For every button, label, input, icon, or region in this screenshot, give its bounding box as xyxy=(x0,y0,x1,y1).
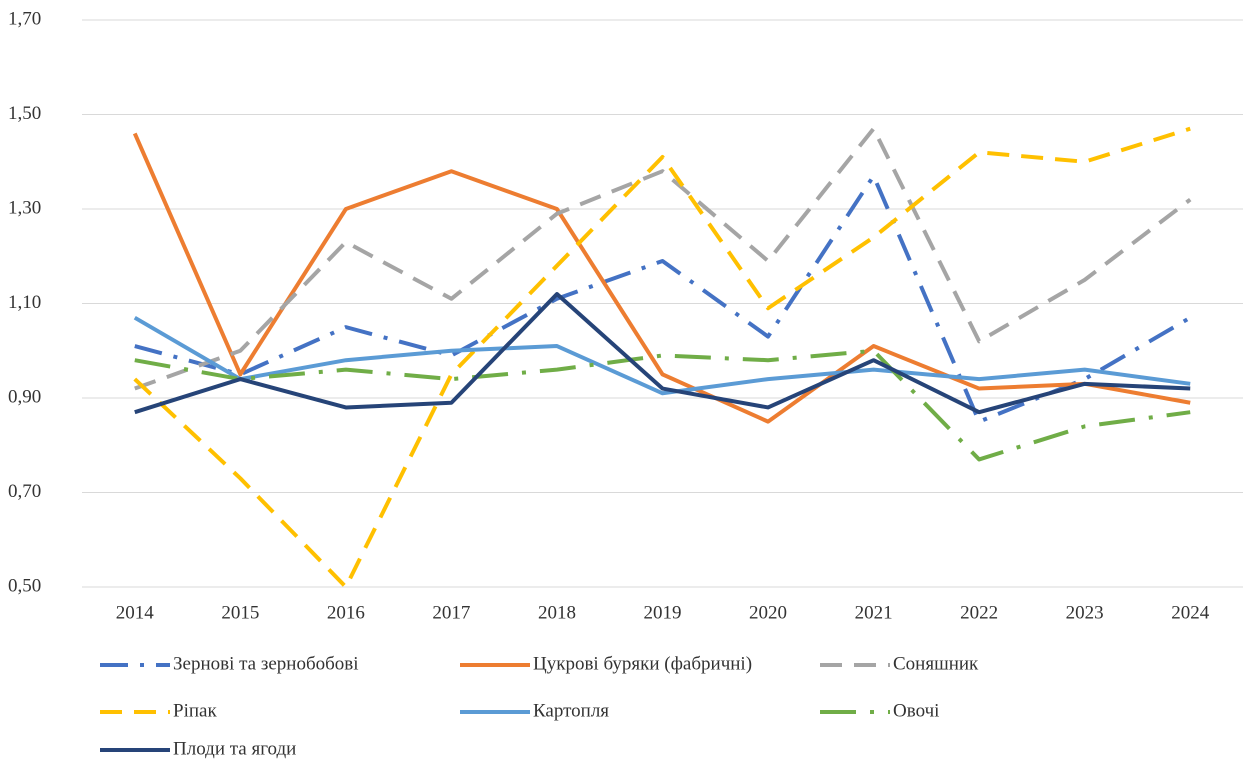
x-tick-label: 2017 xyxy=(432,602,470,623)
series-line xyxy=(133,126,1191,589)
legend-label: Цукрові буряки (фабричні) xyxy=(533,653,752,674)
y-tick-label: 0,70 xyxy=(8,481,41,502)
y-tick-label: 1,50 xyxy=(8,103,41,124)
series-line xyxy=(132,132,1191,424)
x-tick-label: 2020 xyxy=(749,602,787,623)
x-tick-label: 2024 xyxy=(1171,602,1210,623)
legend-label: Овочі xyxy=(893,700,939,721)
legend-label: Соняшник xyxy=(893,653,979,674)
x-tick-label: 2022 xyxy=(960,602,998,623)
series-line xyxy=(134,126,1192,391)
x-tick-label: 2023 xyxy=(1066,602,1104,623)
y-tick-label: 1,70 xyxy=(8,8,41,29)
y-tick-label: 0,90 xyxy=(8,386,41,407)
x-tick-label: 2014 xyxy=(116,602,155,623)
x-tick-label: 2018 xyxy=(538,602,576,623)
series-line xyxy=(134,292,1191,415)
x-tick-label: 2021 xyxy=(855,602,893,623)
x-tick-label: 2019 xyxy=(644,602,682,623)
series-line xyxy=(133,315,1191,396)
legend-label: Плоди та ягоди xyxy=(173,738,296,759)
series-line xyxy=(134,173,1192,424)
y-tick-label: 1,30 xyxy=(8,197,41,218)
legend-label: Картопля xyxy=(533,700,609,721)
x-tick-label: 2015 xyxy=(221,602,259,623)
legend-label: Зернові та зернобобові xyxy=(173,653,359,674)
x-tick-label: 2016 xyxy=(327,602,365,623)
y-tick-label: 1,10 xyxy=(8,292,41,313)
y-tick-label: 0,50 xyxy=(8,575,41,596)
series-line xyxy=(134,348,1191,462)
legend-label: Ріпак xyxy=(173,700,217,721)
